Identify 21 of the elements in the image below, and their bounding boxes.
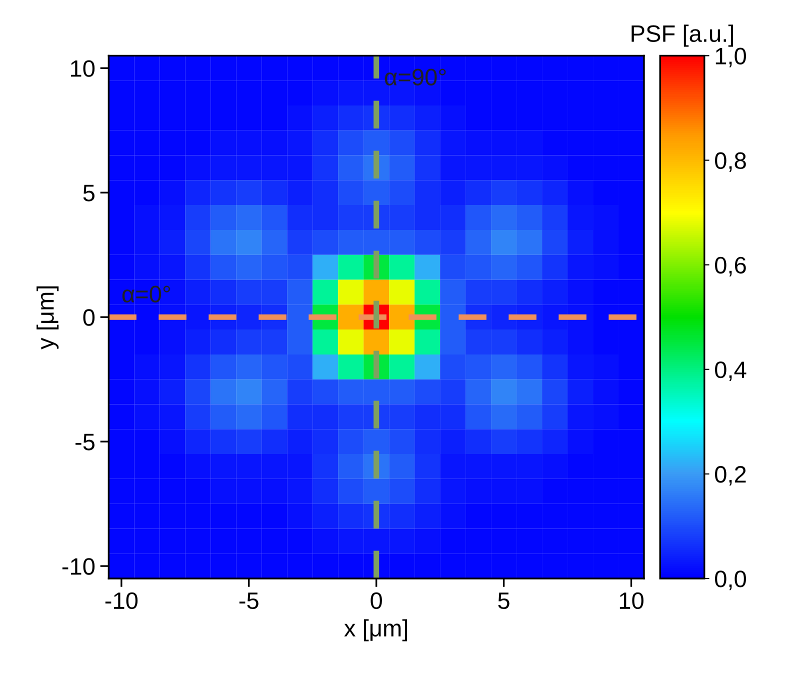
- x-tick-label: 10: [620, 592, 644, 610]
- y-tick-label: -10: [62, 558, 95, 575]
- x-tick-label: -5: [239, 592, 258, 610]
- color-bar-label: 0,8: [715, 152, 746, 172]
- color-bar-label: 0,2: [715, 466, 746, 486]
- x-tick-label: 5: [498, 592, 510, 610]
- y-axis-title: y [μm]: [36, 286, 59, 350]
- color-bar-label: 1,0: [716, 48, 746, 68]
- y-tick-label: 10: [71, 60, 95, 77]
- x-tick-label: -10: [105, 592, 138, 610]
- color-bar-label: 0,0: [715, 570, 746, 590]
- y-tick-label: 5: [83, 184, 94, 202]
- y-tick-label: -5: [76, 434, 94, 450]
- x-axis-title: x [μm]: [344, 619, 408, 642]
- ref-line-label: α=0°: [122, 286, 170, 302]
- ref-line-label: α=90°: [384, 68, 446, 86]
- y-tick-label: 0: [83, 309, 95, 326]
- x-tick-label: 0: [370, 592, 382, 610]
- color-bar-title: PSF [a.u.]: [632, 24, 734, 47]
- color-bar-label: 0,4: [715, 361, 746, 381]
- color-bar-label: 0,6: [715, 256, 746, 276]
